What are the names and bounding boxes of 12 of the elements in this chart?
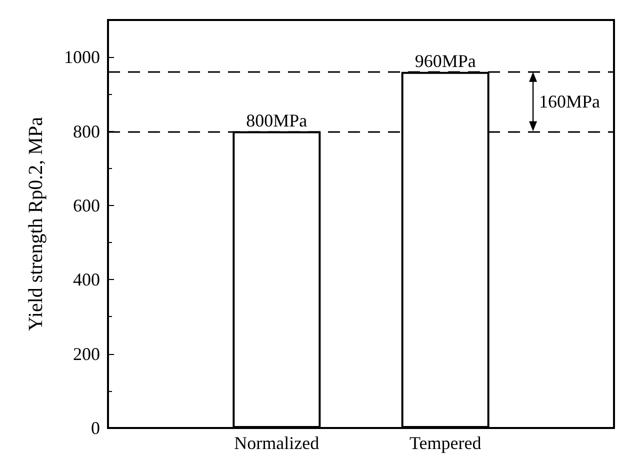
x-tick-label: Normalized — [234, 433, 320, 453]
y-tick-label: 800 — [73, 121, 100, 142]
y-axis-title: Yield strength Rp0.2, MPa — [25, 116, 47, 331]
x-tick-label: Tempered — [409, 433, 482, 453]
annotation: 160MPa — [539, 92, 600, 112]
y-tick-label: 0 — [91, 418, 100, 438]
y-tick-label: 600 — [73, 195, 100, 216]
data-label: 800MPa — [246, 110, 308, 130]
y-tick-label: 200 — [73, 344, 100, 364]
y-tick-label: 400 — [73, 270, 100, 290]
y-tick-label: 1000 — [64, 47, 100, 68]
data-label: 960MPa — [414, 50, 476, 71]
